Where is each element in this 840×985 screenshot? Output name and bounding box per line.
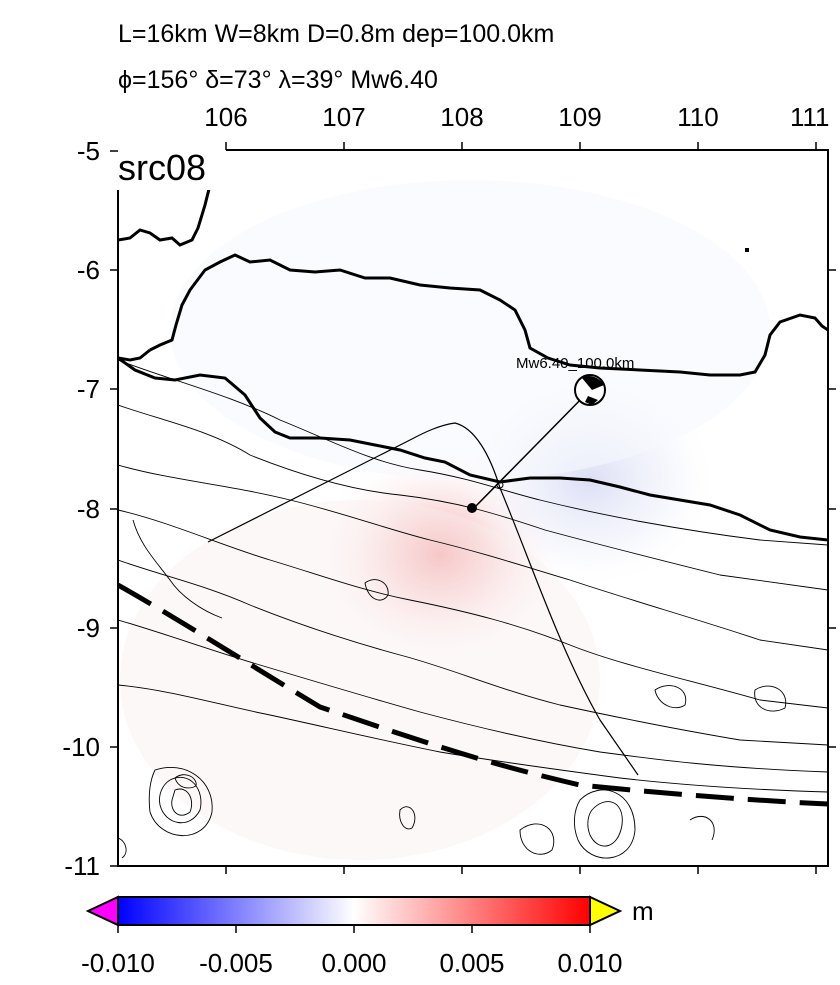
- lon-tick-label: 111: [790, 102, 830, 132]
- axis-ticks: [110, 142, 836, 874]
- lat-tick-label: -9: [77, 613, 100, 643]
- bathymetry-contours: [118, 359, 828, 859]
- focal-mechanism-beachball: [574, 374, 606, 406]
- lat-tick-label: -8: [77, 494, 100, 524]
- source-label: src08: [118, 147, 206, 188]
- lat-tick-label: -7: [77, 374, 100, 404]
- colorbar-tick-label: -0.005: [199, 948, 273, 978]
- colorbar-unit: m: [632, 896, 654, 926]
- epicenter-connector: [471, 389, 591, 511]
- colorbar-gradient: [117, 896, 591, 926]
- islet-marker: [745, 248, 749, 252]
- trench-line: [118, 582, 828, 807]
- lat-tick-label: -5: [77, 136, 100, 166]
- fault-outline: [207, 422, 639, 776]
- fault-hinge-marker: [496, 481, 504, 489]
- lat-tick-label: -10: [62, 732, 100, 762]
- lon-tick-label: 110: [677, 102, 718, 132]
- lon-tick-label: 109: [558, 102, 601, 132]
- deformation-field: Mw6.40_100.0km: [118, 180, 828, 860]
- coastline: [118, 184, 828, 542]
- map-frame: [117, 149, 829, 867]
- colorbar-under-triangle: [85, 895, 119, 927]
- event-label: Mw6.40_100.0km: [516, 355, 634, 372]
- lon-tick-label: 107: [322, 102, 365, 132]
- colorbar: m -0.010 -0.005 0.000 0.005 0.010: [81, 895, 654, 978]
- lat-tick-label: -6: [77, 255, 100, 285]
- lat-tick-label: -11: [64, 851, 100, 881]
- colorbar-tick-label: -0.010: [81, 948, 155, 978]
- lon-tick-label: 106: [204, 102, 247, 132]
- lon-tick-label: 108: [440, 102, 483, 132]
- longitude-labels: 106 107 108 109 110 111: [204, 102, 829, 132]
- header-mechanism-text: ϕ=156° δ=73° λ=39° Mw6.40: [118, 66, 438, 94]
- fault-point-marker: [467, 503, 477, 513]
- source-label-box: [114, 146, 226, 190]
- colorbar-tick-label: 0.005: [439, 948, 504, 978]
- header-geometry-text: L=16km W=8km D=0.8m dep=100.0km: [118, 20, 555, 48]
- latitude-labels: -5 -6 -7 -8 -9 -10 -11: [62, 136, 100, 881]
- colorbar-over-triangle: [589, 895, 623, 927]
- colorbar-tick-label: 0.010: [557, 948, 622, 978]
- colorbar-tick-label: 0.000: [321, 948, 386, 978]
